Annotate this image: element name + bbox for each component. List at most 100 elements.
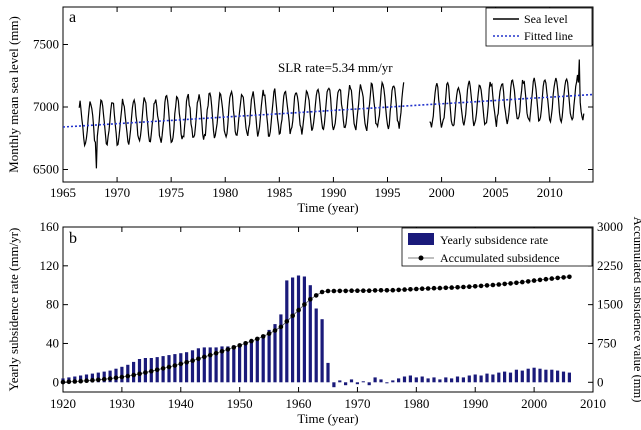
accumulated-point [414,286,419,292]
subsidence-bar [285,280,289,383]
subsidence-bar [455,376,460,383]
y-tick-label-b: 80 [46,297,59,312]
accumulated-point [137,371,142,377]
subsidence-bar [185,352,189,383]
accumulated-point [154,367,160,373]
y-tick-label-b: 0 [53,374,60,389]
subsidence-bar [338,380,342,383]
subsidence-bar [232,345,236,383]
accumulated-point [119,374,125,380]
sea-level-line-segment [78,80,405,169]
accumulated-point [419,286,425,292]
subsidence-bar [491,374,495,383]
subsidence-bar [214,347,218,383]
accumulated-point [196,356,201,362]
subsidence-bar [508,372,513,383]
accumulated-point [337,288,343,294]
subsidence-bar [202,347,206,383]
y-right-tick-label-b: 0 [597,374,604,389]
fitted-line [62,93,594,128]
x-tick-label-a: 2010 [537,185,563,200]
y-tick-label-b: 40 [46,335,59,350]
subsidence-bar [308,285,312,383]
accumulated-point [467,284,472,290]
accumulated-point [343,288,349,294]
accumulated-point [496,282,502,287]
subsidence-bar [355,382,359,385]
subsidence-bar [397,378,401,383]
legend-a-box [485,7,593,47]
accumulated-point [113,375,119,381]
accumulated-point [437,285,443,291]
legend-sea-level-label: Sea level [524,12,568,26]
subsidence-bar [520,370,524,383]
subsidence-bar [332,382,336,388]
accumulated-point [272,328,278,333]
x-tick-label-a: 1970 [104,185,130,200]
subsidence-bar [126,364,130,383]
accumulated-point [567,274,572,280]
accumulated-point [378,288,384,293]
accumulated-point [149,368,154,374]
accumulated-point [461,284,466,290]
accumulated-point [84,378,89,384]
y-tick-label-a: 7000 [33,99,59,114]
accumulated-point [313,293,319,298]
y-tick-label-b: 120 [40,258,60,273]
subsidence-bar [96,372,100,383]
subsidence-bar [420,376,424,383]
accumulated-point [101,376,107,382]
accumulated-point [349,288,354,294]
x-axis-label-b: Time (year) [297,411,358,426]
x-tick-label-b: 2000 [521,396,547,411]
x-tick-label-a: 1975 [158,185,184,200]
accumulated-point [131,372,136,378]
accumulated-point [160,366,166,371]
accumulated-point [372,288,378,293]
accumulated-point [260,334,266,339]
panel-b-frame [62,226,594,393]
accumulated-point [296,307,301,313]
x-tick-label-b: 1970 [344,396,370,411]
subsidence-bar [485,373,489,383]
legend-b: Yearly subsidence rate Accumulated subsid… [401,227,593,267]
subsidence-bar [79,375,83,383]
accumulated-point [425,286,431,291]
subsidence-bar [385,382,389,384]
subsidence-bar [556,370,560,383]
subsidence-bar [243,343,248,383]
x-tick-label-b: 1940 [168,396,194,411]
accumulated-point [202,354,207,360]
legend-acc-swatch-dot [418,255,424,261]
accumulated-point [472,284,478,289]
y-tick-label-a: 6500 [33,162,59,177]
panel-a-frame [62,6,594,183]
subsidence-bar [344,382,348,386]
accumulated-point [266,331,272,336]
slr-rate-annotation: SLR rate=5.34 mm/yr [278,60,393,75]
subsidence-bar [414,377,418,383]
accumulated-point [520,279,525,285]
subsidence-bar [408,375,412,383]
accumulated-point [355,288,360,294]
accumulated-point [172,363,178,368]
subsidence-bar [532,367,536,383]
accumulated-point [96,377,101,383]
subsidence-bar [426,378,430,383]
subsidence-bar [267,329,271,383]
subsidence-bar [249,341,253,383]
accumulated-point [402,287,407,292]
accumulated-point [561,275,566,280]
legend-bar-swatch [408,233,434,245]
subsidence-bar [238,344,242,383]
subsidence-bar [208,347,212,383]
subsidence-bar [497,372,501,383]
subsidence-bar [320,319,324,383]
accumulated-point [66,379,72,385]
accumulated-point [72,379,78,384]
x-tick-label-a: 1995 [374,185,400,200]
subsidence-bar [467,375,471,383]
subsidence-bar [550,369,554,383]
x-tick-label-b: 1980 [403,396,429,411]
